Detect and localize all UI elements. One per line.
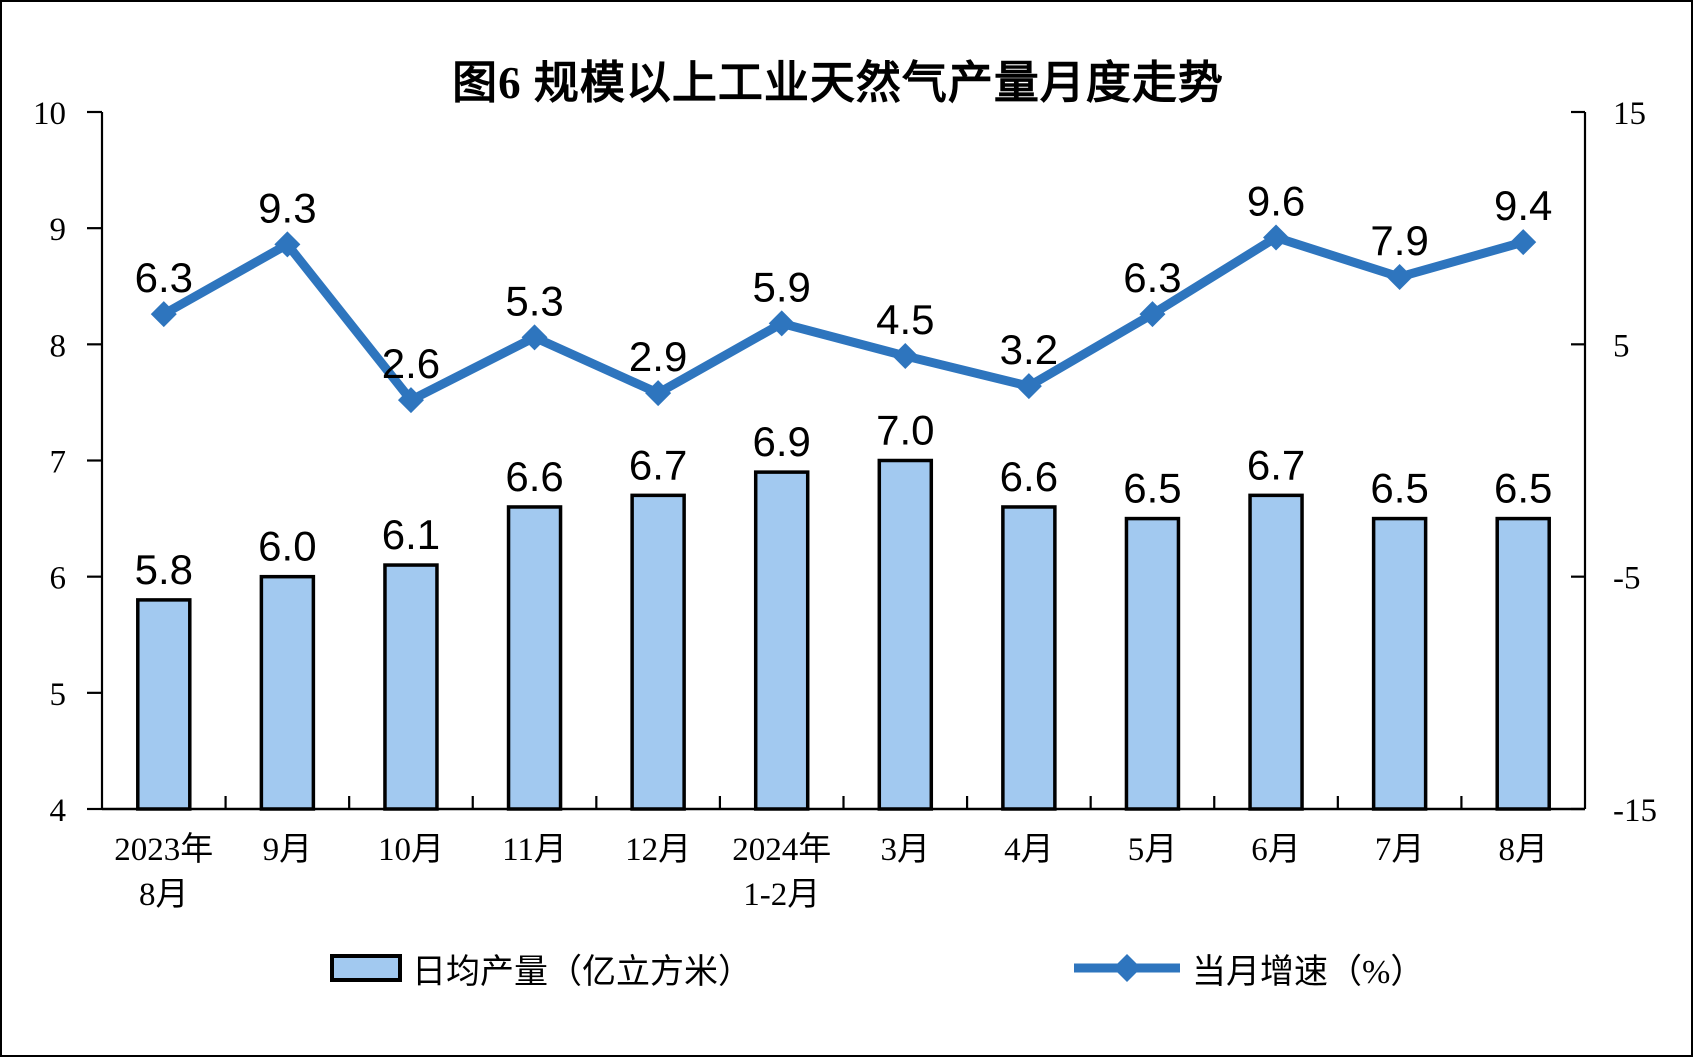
bar — [506, 505, 563, 811]
line-value-label: 2.6 — [382, 340, 440, 387]
bar — [1001, 505, 1057, 811]
x-axis-labels: 2023年 8月 9月 10月 11月 12月 2024年 1-2月 3月 4月 5月 6月 7月 8月 — [114, 831, 1548, 913]
y-axis-left-tick-label: 6 — [50, 561, 67, 597]
legend-item-bar: 日均产量（亿立方米） — [330, 944, 752, 992]
bar — [1371, 516, 1428, 811]
x-tick-label: 7月 — [1375, 832, 1425, 868]
y-axis-left-tick-label: 10 — [33, 96, 66, 132]
y-axis-left-tick-label: 9 — [50, 212, 67, 248]
bar — [1248, 493, 1304, 811]
line-value-label: 5.9 — [753, 263, 811, 310]
diamond-marker-icon — [274, 231, 301, 258]
x-tick-label-line2: 1-2月 — [743, 877, 820, 913]
y-axis-right-tick-label: 15 — [1613, 96, 1646, 132]
diamond-marker-icon — [1139, 301, 1166, 328]
diamond-marker-icon — [1386, 263, 1413, 290]
bar-value-label: 6.5 — [1494, 465, 1552, 512]
diamond-marker-icon — [397, 387, 424, 414]
diamond-marker-icon — [768, 310, 795, 337]
line-diamond-swatch-icon — [1074, 954, 1180, 982]
bar — [383, 563, 439, 811]
line-value-label: 2.9 — [629, 333, 687, 380]
x-tick-label: 6月 — [1251, 832, 1301, 868]
y-axis-left-tick-label: 5 — [50, 677, 67, 713]
bar-value-label: 6.7 — [629, 441, 687, 488]
x-tick-label: 12月 — [625, 832, 691, 868]
diamond-marker-icon — [1015, 373, 1042, 400]
line-series: 6.3 9.3 2.6 5.3 2.9 5.9 4.5 3.2 6.3 9.6 7.9 9.4 — [135, 177, 1552, 414]
bar-series: 5.8 6.0 6.1 6.6 6.7 6.9 7.0 6.6 6.5 6.7 6.5 6.5 — [135, 407, 1552, 811]
y-axis-right-tick-label: -15 — [1613, 793, 1657, 829]
bar — [1495, 516, 1551, 811]
bar — [877, 458, 934, 811]
diamond-marker-icon — [1263, 224, 1290, 251]
legend-label-line: 当月增速（%） — [1192, 953, 1425, 991]
line-value-label: 9.6 — [1247, 177, 1305, 224]
bar-swatch-icon — [330, 954, 402, 982]
diamond-marker-icon — [521, 324, 548, 351]
y-axis-left-tick-label: 7 — [50, 445, 67, 481]
bar — [259, 574, 316, 811]
bar-value-label: 6.6 — [1000, 453, 1058, 500]
line-value-label: 7.9 — [1370, 217, 1428, 264]
x-tick-label: 2023年 — [114, 831, 213, 868]
bar — [1124, 516, 1181, 811]
y-axis-left-tick-label: 8 — [50, 328, 67, 364]
line-value-label: 6.3 — [135, 254, 193, 301]
bar-value-label: 6.0 — [258, 523, 316, 570]
bar-value-label: 6.7 — [1247, 441, 1305, 488]
diamond-marker-icon — [645, 380, 672, 407]
x-tick-label: 5月 — [1128, 832, 1178, 868]
x-tick-label: 9月 — [263, 832, 313, 868]
legend-label-bar: 日均产量（亿立方米） — [412, 953, 752, 991]
line-value-label: 9.4 — [1494, 182, 1552, 229]
bar-value-label: 7.0 — [876, 407, 934, 454]
bar-value-label: 6.5 — [1370, 465, 1428, 512]
x-tick-label: 10月 — [378, 832, 444, 868]
line-value-label: 3.2 — [1000, 326, 1058, 373]
bar — [630, 493, 686, 811]
legend: 日均产量（亿立方米） 当月增速（%） — [2, 944, 1691, 1004]
y-axis-left-tick-label: 4 — [50, 793, 67, 829]
y-axis-right-tick-label: -5 — [1613, 561, 1641, 597]
line-value-label: 4.5 — [876, 296, 934, 343]
bar — [753, 470, 810, 811]
x-tick-label: 11月 — [502, 832, 567, 868]
bar-value-label: 6.1 — [382, 511, 440, 558]
line-value-label: 9.3 — [258, 184, 316, 231]
bar — [136, 598, 192, 811]
y-axis-right-tick-label: 5 — [1613, 328, 1630, 364]
line-value-label: 5.3 — [505, 277, 563, 324]
diamond-marker-icon — [892, 342, 919, 369]
bar-value-label: 5.8 — [135, 546, 193, 593]
growth-line — [161, 232, 1525, 406]
bar-value-label: 6.5 — [1123, 465, 1181, 512]
chart-title: 图6 规模以上工业天然气产量月度走势 — [452, 58, 1224, 108]
x-tick-label-line2: 8月 — [139, 877, 189, 913]
x-tick-label: 8月 — [1498, 832, 1548, 868]
line-value-label: 6.3 — [1123, 254, 1181, 301]
axes: 4 5 6 7 8 9 10 -15 -5 5 15 — [33, 96, 1657, 829]
legend-item-line: 当月增速（%） — [1072, 944, 1424, 992]
bar-value-label: 6.6 — [505, 453, 563, 500]
x-tick-label: 3月 — [881, 832, 931, 868]
x-tick-label: 2024年 — [732, 831, 831, 868]
diamond-marker-icon — [1510, 229, 1537, 256]
x-tick-label: 4月 — [1004, 832, 1054, 868]
diamond-marker-icon — [150, 301, 177, 328]
bar-value-label: 6.9 — [753, 418, 811, 465]
